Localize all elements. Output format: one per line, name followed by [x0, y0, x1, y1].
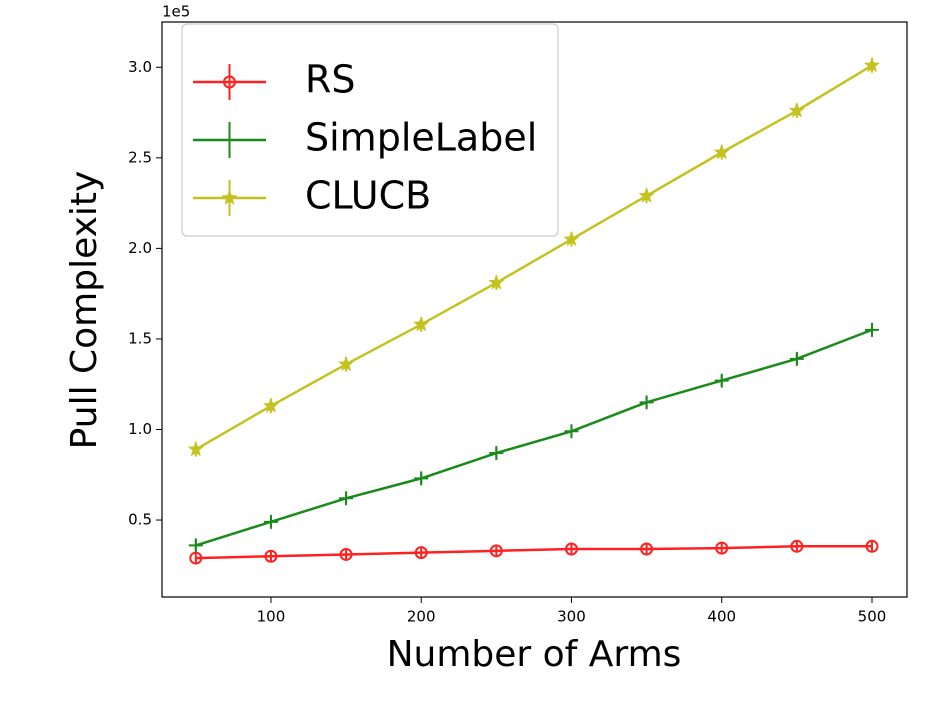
legend-label: CLUCB [305, 174, 431, 218]
marker [714, 373, 729, 388]
marker [414, 546, 428, 560]
marker [263, 514, 278, 529]
marker [713, 143, 730, 160]
marker [339, 547, 353, 561]
marker [638, 187, 655, 203]
marker [640, 542, 654, 556]
marker [564, 542, 578, 556]
x-tick-label: 400 [707, 608, 736, 626]
marker [789, 351, 804, 366]
marker [489, 544, 503, 558]
marker [788, 102, 805, 118]
marker [488, 274, 505, 290]
marker [414, 471, 429, 486]
marker [221, 189, 238, 205]
x-axis-label: Number of Arms [387, 634, 682, 675]
marker [187, 441, 204, 457]
marker [339, 491, 354, 506]
y-tick-label: 2.0 [128, 239, 152, 257]
marker [863, 57, 880, 73]
x-tick-label: 500 [858, 608, 887, 626]
series-line [195, 328, 873, 547]
y-tick-label: 2.5 [128, 148, 152, 166]
y-tick-label: 1.5 [128, 329, 152, 347]
marker [222, 133, 237, 147]
marker [264, 549, 278, 563]
marker [489, 446, 504, 461]
y-tick-label: 0.5 [128, 511, 152, 529]
y-tick-label: 1.0 [128, 420, 152, 438]
marker [189, 551, 203, 565]
legend: RS SimpleLabel CLUCB [181, 23, 559, 237]
marker [564, 424, 579, 439]
marker [563, 230, 580, 247]
legend-frame [181, 23, 559, 237]
series-line [195, 545, 872, 560]
marker [864, 322, 879, 337]
marker [715, 541, 729, 555]
legend-label: SimpleLabel [305, 116, 537, 160]
x-tick-label: 100 [257, 608, 286, 626]
y-axis-label: Pull Complexity [64, 171, 105, 450]
marker [639, 395, 654, 410]
marker [188, 538, 203, 553]
x-tick-label: 200 [407, 608, 436, 626]
plot-frame [161, 21, 908, 598]
marker [262, 397, 279, 413]
y-tick-label: 3.0 [128, 58, 152, 76]
marker [223, 75, 236, 89]
y-offset-label: 1e5 [162, 3, 190, 21]
marker [413, 316, 430, 332]
legend-label: RS [305, 58, 356, 102]
marker [865, 539, 879, 553]
series-line [195, 64, 873, 451]
x-tick-label: 300 [557, 608, 586, 626]
marker [338, 355, 355, 372]
marker [790, 539, 804, 553]
